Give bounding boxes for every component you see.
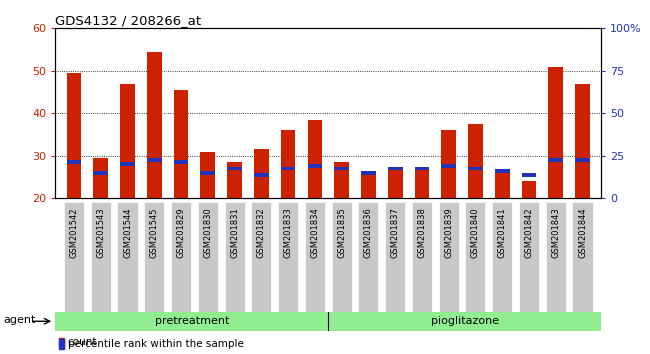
Bar xyxy=(495,169,510,172)
Bar xyxy=(118,202,138,312)
Text: GSM201837: GSM201837 xyxy=(391,207,400,258)
Text: GSM201834: GSM201834 xyxy=(310,207,319,258)
Bar xyxy=(388,167,402,170)
Bar xyxy=(441,165,456,168)
Bar xyxy=(328,312,601,331)
Bar xyxy=(281,167,296,170)
Text: GSM201542: GSM201542 xyxy=(70,207,79,258)
Bar xyxy=(549,67,563,198)
Bar xyxy=(441,130,456,198)
Bar xyxy=(227,162,242,198)
Bar xyxy=(358,202,378,312)
Text: GSM201838: GSM201838 xyxy=(417,207,426,258)
Bar xyxy=(91,202,111,312)
Bar xyxy=(334,167,349,170)
Text: GDS4132 / 208266_at: GDS4132 / 208266_at xyxy=(55,14,201,27)
Bar xyxy=(415,167,429,170)
Bar xyxy=(58,338,64,347)
Text: GSM201832: GSM201832 xyxy=(257,207,266,258)
Bar xyxy=(575,158,590,162)
Bar xyxy=(385,202,405,312)
Bar xyxy=(412,202,432,312)
Bar xyxy=(147,52,162,198)
Bar xyxy=(495,171,510,198)
Bar xyxy=(468,167,483,170)
Text: GSM201842: GSM201842 xyxy=(525,207,534,258)
Bar xyxy=(492,202,512,312)
Bar xyxy=(171,202,191,312)
Bar xyxy=(254,149,268,198)
Bar xyxy=(227,167,242,170)
Bar xyxy=(522,181,536,198)
Bar xyxy=(174,90,188,198)
Bar xyxy=(361,171,376,175)
Bar xyxy=(94,158,108,198)
Bar xyxy=(94,171,108,175)
Text: GSM201544: GSM201544 xyxy=(123,207,132,258)
Text: GSM201833: GSM201833 xyxy=(283,207,292,258)
Bar xyxy=(64,202,84,312)
Bar xyxy=(200,152,215,198)
Text: GSM201843: GSM201843 xyxy=(551,207,560,258)
Bar xyxy=(305,202,325,312)
Bar xyxy=(254,173,268,177)
Text: GSM201830: GSM201830 xyxy=(203,207,213,258)
Bar xyxy=(388,169,402,198)
Bar xyxy=(278,202,298,312)
Bar xyxy=(200,171,215,175)
Bar xyxy=(573,202,593,312)
Bar xyxy=(575,84,590,198)
Bar xyxy=(198,202,218,312)
Text: GSM201836: GSM201836 xyxy=(364,207,373,258)
Bar xyxy=(439,202,459,312)
Text: GSM201543: GSM201543 xyxy=(96,207,105,258)
Bar xyxy=(307,165,322,168)
Text: GSM201841: GSM201841 xyxy=(498,207,507,258)
Bar xyxy=(120,84,135,198)
Bar xyxy=(468,124,483,198)
Bar xyxy=(307,120,322,198)
Bar xyxy=(224,202,244,312)
Text: GSM201545: GSM201545 xyxy=(150,207,159,258)
Bar xyxy=(252,202,272,312)
Bar xyxy=(147,158,162,162)
Bar xyxy=(281,130,296,198)
Bar xyxy=(55,312,328,331)
Bar xyxy=(465,202,486,312)
Bar xyxy=(58,339,64,349)
Bar xyxy=(67,160,81,164)
Text: GSM201829: GSM201829 xyxy=(177,207,185,258)
Text: count: count xyxy=(68,337,98,348)
Bar xyxy=(415,169,429,198)
Bar xyxy=(144,202,164,312)
Bar xyxy=(67,73,81,198)
Text: GSM201840: GSM201840 xyxy=(471,207,480,258)
Bar xyxy=(519,202,539,312)
Text: pioglitazone: pioglitazone xyxy=(431,316,499,326)
Text: GSM201835: GSM201835 xyxy=(337,207,346,258)
Bar xyxy=(334,162,349,198)
Bar xyxy=(522,173,536,177)
Bar xyxy=(332,202,352,312)
Text: percentile rank within the sample: percentile rank within the sample xyxy=(68,339,244,349)
Bar xyxy=(174,160,188,164)
Bar xyxy=(546,202,566,312)
Bar xyxy=(361,173,376,198)
Bar xyxy=(120,162,135,166)
Text: pretreatment: pretreatment xyxy=(155,316,229,326)
Text: GSM201844: GSM201844 xyxy=(578,207,587,258)
Text: GSM201831: GSM201831 xyxy=(230,207,239,258)
Text: GSM201839: GSM201839 xyxy=(444,207,453,258)
Bar xyxy=(549,158,563,162)
Text: agent: agent xyxy=(3,315,36,325)
